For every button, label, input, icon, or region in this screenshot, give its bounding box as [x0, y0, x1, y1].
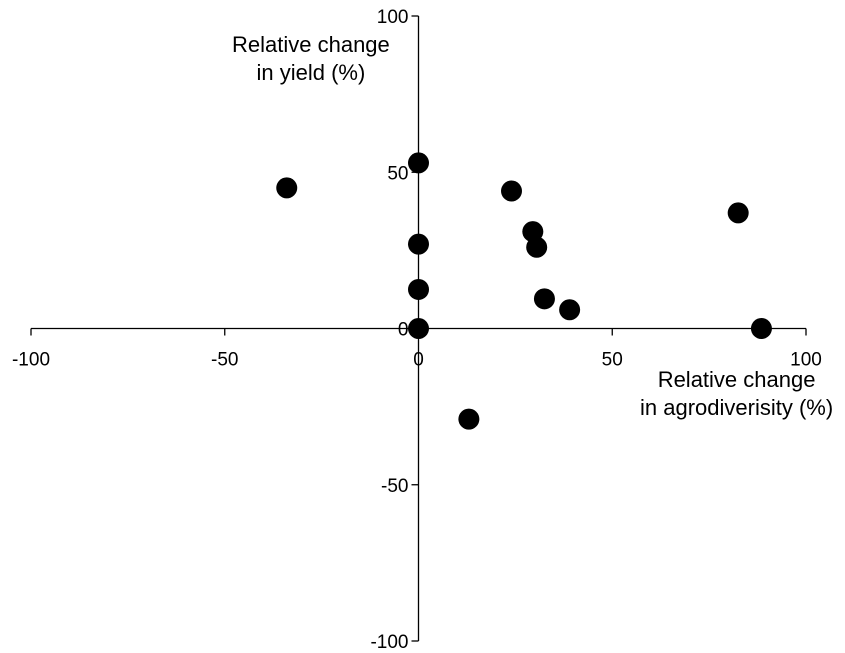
y-axis-title: Relative change in yield (%) — [232, 31, 390, 87]
y-axis-title-line-1: Relative change — [232, 32, 390, 57]
x-tick-label: 100 — [790, 350, 822, 371]
data-point — [458, 408, 480, 430]
x-tick-label: 0 — [413, 350, 424, 371]
x-tick-label: -50 — [211, 350, 238, 371]
x-tick-label: -100 — [12, 350, 50, 371]
data-point — [727, 202, 749, 224]
data-point — [408, 278, 429, 300]
data-points — [276, 152, 772, 430]
data-point — [501, 180, 522, 202]
data-point — [526, 236, 548, 258]
data-point — [276, 177, 298, 199]
x-axis-title: Relative change in agrodiverisity (%) — [640, 366, 833, 422]
y-tick-label: -50 — [381, 476, 408, 497]
y-tick-label: 0 — [398, 320, 409, 341]
x-axis-title-line-1: Relative change — [657, 367, 816, 392]
y-tick-label: 100 — [377, 7, 409, 28]
x-tick-label: 50 — [602, 350, 623, 371]
data-point — [750, 318, 772, 339]
data-point — [559, 299, 581, 321]
x-axis-title-line-2: in agrodiverisity (%) — [640, 395, 834, 420]
data-point — [408, 318, 429, 339]
data-point — [408, 233, 429, 255]
y-axis-title-line-2: in yield (%) — [256, 60, 366, 85]
tick-labels: -100 -50 0 50 100 -100 -50 0 50 100 — [12, 7, 822, 653]
data-point — [408, 152, 429, 174]
y-tick-label: -100 — [370, 632, 408, 653]
data-point — [533, 288, 555, 310]
y-tick-label: 50 — [387, 163, 408, 184]
